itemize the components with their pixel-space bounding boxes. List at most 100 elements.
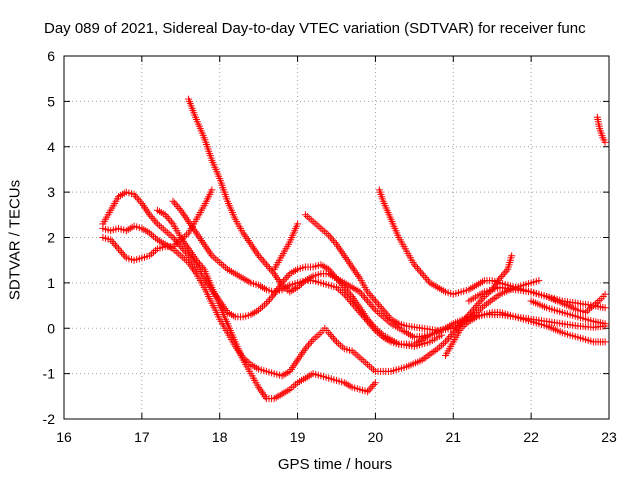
series-track-9: [375, 186, 543, 298]
data-point: [301, 211, 309, 219]
data-point: [381, 308, 389, 316]
data-point: [357, 290, 365, 298]
data-point: [256, 254, 264, 261]
data-point: [329, 271, 337, 279]
grid: [64, 56, 609, 419]
data-point: [343, 294, 351, 302]
data-point: [601, 138, 609, 146]
data-point: [303, 213, 311, 220]
data-point: [185, 259, 193, 266]
data-point: [166, 216, 174, 224]
data-point: [167, 218, 175, 226]
data-point: [119, 250, 127, 258]
data-point: [306, 339, 314, 347]
data-point: [361, 293, 368, 301]
data-point: [498, 273, 506, 280]
data-point: [361, 314, 368, 322]
data-point: [294, 220, 302, 228]
data-point: [368, 323, 376, 331]
data-point: [479, 294, 487, 302]
x-axis-label: GPS time / hours: [277, 456, 393, 473]
data-point: [172, 201, 180, 209]
data-point: [362, 359, 370, 367]
data-point: [194, 231, 202, 239]
data-point: [359, 312, 367, 320]
data-point: [340, 283, 348, 291]
data-point: [130, 190, 138, 198]
x-tick-label: 16: [56, 429, 72, 445]
data-point: [438, 331, 446, 339]
y-tick-label: 3: [47, 184, 55, 200]
data-point: [368, 303, 376, 310]
data-point: [476, 298, 484, 306]
data-point: [345, 289, 353, 297]
data-point: [113, 243, 121, 251]
data-point: [382, 310, 390, 318]
data-point: [350, 301, 358, 309]
data-point: [266, 264, 273, 272]
data-point: [502, 267, 510, 275]
data-point: [115, 245, 122, 253]
data-point: [365, 299, 373, 307]
data-point: [342, 292, 350, 300]
data-point: [267, 294, 275, 302]
data-point: [163, 213, 171, 221]
data-point: [368, 382, 376, 390]
series-track-13: [593, 113, 609, 146]
data-point: [326, 267, 334, 275]
data-point: [371, 297, 379, 305]
data-point: [342, 285, 350, 293]
data-point: [365, 319, 373, 327]
data-point: [305, 341, 312, 349]
data-point: [152, 218, 160, 226]
y-tick-label: 2: [47, 230, 55, 246]
data-point: [331, 336, 339, 344]
x-tick-label: 17: [134, 429, 150, 445]
data-point: [278, 279, 286, 287]
y-tick-label: 1: [47, 275, 55, 291]
data-point: [259, 257, 267, 265]
data-point: [258, 255, 266, 263]
data-point: [262, 299, 270, 307]
series-track-7: [270, 220, 302, 273]
data-point: [471, 303, 479, 311]
data-point: [147, 213, 155, 221]
data-point: [116, 247, 124, 255]
series-track-11: [465, 283, 609, 316]
data-point: [331, 239, 339, 246]
data-point: [368, 293, 376, 301]
data-point: [308, 337, 316, 345]
data-point: [367, 292, 375, 300]
data-point: [110, 239, 118, 247]
y-tick-label: -2: [43, 411, 56, 427]
data-point: [174, 203, 182, 211]
data-point: [365, 290, 373, 298]
data-point: [132, 192, 140, 200]
data-point: [370, 381, 378, 388]
data-point: [133, 194, 141, 202]
data-point: [331, 273, 339, 280]
data-point: [149, 214, 157, 222]
data-point: [171, 199, 179, 207]
data-point: [367, 384, 375, 392]
data-point: [336, 278, 344, 286]
data-point: [415, 266, 423, 274]
data-point: [376, 303, 384, 310]
data-point: [161, 211, 169, 219]
data-point: [182, 248, 189, 256]
data-point: [347, 298, 354, 305]
data-point: [364, 297, 372, 305]
x-tick-label: 18: [212, 429, 228, 445]
data-point: [281, 275, 289, 283]
data-point: [328, 332, 336, 340]
series-track-5: [153, 206, 379, 403]
data-point: [325, 231, 333, 239]
series-track-12: [527, 297, 609, 328]
data-markers: [99, 95, 609, 403]
series-track-10: [442, 308, 609, 359]
data-point: [269, 292, 277, 300]
data-point: [328, 269, 336, 277]
data-point: [180, 246, 188, 254]
x-tick-label: 20: [368, 429, 384, 445]
